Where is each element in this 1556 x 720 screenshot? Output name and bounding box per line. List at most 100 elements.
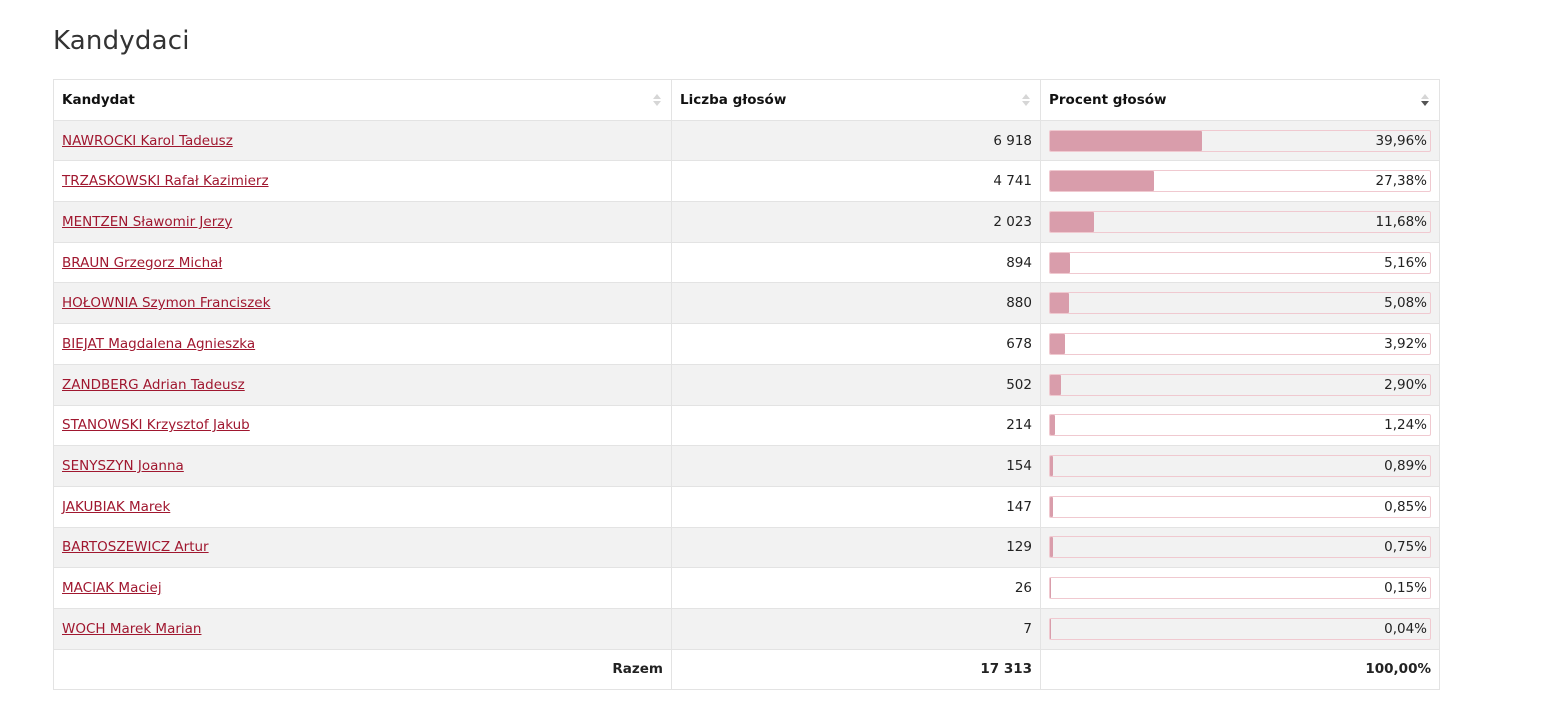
candidate-link[interactable]: WOCH Marek Marian bbox=[62, 620, 202, 637]
percent-bar: 3,92% bbox=[1049, 332, 1431, 355]
candidate-cell: TRZASKOWSKI Rafał Kazimierz bbox=[53, 160, 672, 203]
percent-bar-fill bbox=[1050, 618, 1051, 639]
candidate-cell: WOCH Marek Marian bbox=[53, 607, 672, 650]
percent-label: 11,68% bbox=[1375, 213, 1427, 230]
candidate-link[interactable]: HOŁOWNIA Szymon Franciszek bbox=[62, 295, 271, 312]
percent-bar: 5,16% bbox=[1049, 251, 1431, 274]
candidates-table: Kandydat Liczba głosów Procent głosów NA… bbox=[53, 79, 1440, 691]
candidate-cell: MENTZEN Sławomir Jerzy bbox=[53, 201, 672, 243]
candidate-link[interactable]: BARTOSZEWICZ Artur bbox=[62, 539, 209, 556]
percent-label: 0,04% bbox=[1384, 620, 1427, 637]
percent-cell: 0,04% bbox=[1040, 607, 1440, 650]
candidate-link[interactable]: MACIAK Maciej bbox=[62, 580, 162, 597]
percent-bar-fill bbox=[1050, 252, 1070, 273]
percent-cell: 0,85% bbox=[1040, 485, 1440, 528]
candidate-link[interactable]: JAKUBIAK Marek bbox=[62, 498, 171, 515]
candidate-cell: JAKUBIAK Marek bbox=[53, 485, 672, 528]
column-header-label: Procent głosów bbox=[1049, 91, 1167, 108]
candidate-cell: SENYSZYN Joanna bbox=[53, 445, 672, 487]
percent-cell: 11,68% bbox=[1040, 201, 1440, 243]
total-votes: 17 313 bbox=[671, 648, 1041, 691]
table-footer-row: Razem 17 313 100,00% bbox=[53, 648, 1440, 691]
percent-bar-fill bbox=[1050, 130, 1202, 151]
candidate-cell: HOŁOWNIA Szymon Franciszek bbox=[53, 282, 672, 325]
votes-cell: 4 741 bbox=[671, 160, 1041, 203]
percent-bar-fill bbox=[1050, 537, 1053, 558]
percent-bar: 2,90% bbox=[1049, 373, 1431, 396]
candidate-link[interactable]: BIEJAT Magdalena Agnieszka bbox=[62, 335, 256, 352]
votes-cell: 6 918 bbox=[671, 119, 1041, 162]
percent-cell: 5,08% bbox=[1040, 282, 1440, 325]
column-header-candidate[interactable]: Kandydat bbox=[53, 79, 672, 121]
votes-cell: 894 bbox=[671, 241, 1041, 284]
table-row: HOŁOWNIA Szymon Franciszek 880 5,08% bbox=[53, 282, 1440, 325]
percent-bar: 5,08% bbox=[1049, 292, 1431, 315]
percent-cell: 5,16% bbox=[1040, 241, 1440, 284]
candidate-cell: MACIAK Maciej bbox=[53, 567, 672, 609]
percent-label: 3,92% bbox=[1384, 335, 1427, 352]
percent-label: 27,38% bbox=[1375, 173, 1427, 190]
percent-cell: 2,90% bbox=[1040, 363, 1440, 406]
percent-label: 5,16% bbox=[1384, 254, 1427, 271]
percent-label: 0,75% bbox=[1384, 539, 1427, 556]
percent-bar-fill bbox=[1050, 496, 1054, 517]
table-row: TRZASKOWSKI Rafał Kazimierz 4 741 27,38% bbox=[53, 160, 1440, 203]
votes-cell: 2 023 bbox=[671, 201, 1041, 243]
votes-cell: 502 bbox=[671, 363, 1041, 406]
column-header-label: Kandydat bbox=[62, 91, 135, 108]
votes-cell: 129 bbox=[671, 526, 1041, 569]
percent-label: 2,90% bbox=[1384, 376, 1427, 393]
percent-cell: 39,96% bbox=[1040, 119, 1440, 162]
percent-cell: 1,24% bbox=[1040, 404, 1440, 447]
table-row: STANOWSKI Krzysztof Jakub 214 1,24% bbox=[53, 404, 1440, 447]
votes-cell: 154 bbox=[671, 445, 1041, 487]
candidate-link[interactable]: BRAUN Grzegorz Michał bbox=[62, 254, 223, 271]
sort-icon[interactable] bbox=[1022, 91, 1030, 109]
percent-bar-fill bbox=[1050, 456, 1054, 477]
votes-cell: 678 bbox=[671, 323, 1041, 365]
percent-bar-fill bbox=[1050, 333, 1065, 354]
percent-label: 0,89% bbox=[1384, 458, 1427, 475]
percent-bar: 0,85% bbox=[1049, 495, 1431, 518]
candidate-link[interactable]: TRZASKOWSKI Rafał Kazimierz bbox=[62, 173, 269, 190]
candidate-link[interactable]: SENYSZYN Joanna bbox=[62, 458, 184, 475]
table-row: JAKUBIAK Marek 147 0,85% bbox=[53, 485, 1440, 528]
candidate-link[interactable]: MENTZEN Sławomir Jerzy bbox=[62, 213, 233, 230]
table-row: BIEJAT Magdalena Agnieszka 678 3,92% bbox=[53, 323, 1440, 365]
percent-bar-fill bbox=[1050, 211, 1095, 232]
percent-label: 39,96% bbox=[1375, 132, 1427, 149]
percent-bar: 39,96% bbox=[1049, 129, 1431, 152]
votes-cell: 880 bbox=[671, 282, 1041, 325]
sort-icon[interactable] bbox=[653, 91, 661, 109]
percent-bar-fill bbox=[1050, 578, 1051, 599]
percent-label: 5,08% bbox=[1384, 295, 1427, 312]
percent-bar: 0,04% bbox=[1049, 617, 1431, 640]
table-row: WOCH Marek Marian 7 0,04% bbox=[53, 607, 1440, 650]
column-header-label: Liczba głosów bbox=[680, 91, 787, 108]
column-header-votes[interactable]: Liczba głosów bbox=[671, 79, 1041, 121]
candidate-link[interactable]: ZANDBERG Adrian Tadeusz bbox=[62, 376, 245, 393]
candidate-link[interactable]: NAWROCKI Karol Tadeusz bbox=[62, 132, 233, 149]
percent-label: 0,15% bbox=[1384, 580, 1427, 597]
table-header-row: Kandydat Liczba głosów Procent głosów bbox=[53, 79, 1440, 121]
total-percent: 100,00% bbox=[1040, 648, 1440, 691]
table-row: MENTZEN Sławomir Jerzy 2 023 11,68% bbox=[53, 201, 1440, 243]
votes-cell: 26 bbox=[671, 567, 1041, 609]
candidate-cell: BRAUN Grzegorz Michał bbox=[53, 241, 672, 284]
table-row: NAWROCKI Karol Tadeusz 6 918 39,96% bbox=[53, 119, 1440, 162]
percent-bar-fill bbox=[1050, 293, 1070, 314]
sort-desc-icon[interactable] bbox=[1421, 91, 1429, 109]
votes-cell: 214 bbox=[671, 404, 1041, 447]
percent-bar-fill bbox=[1050, 374, 1062, 395]
percent-bar: 0,15% bbox=[1049, 577, 1431, 600]
percent-bar: 0,75% bbox=[1049, 536, 1431, 559]
percent-cell: 3,92% bbox=[1040, 323, 1440, 365]
votes-cell: 7 bbox=[671, 607, 1041, 650]
percent-bar: 11,68% bbox=[1049, 210, 1431, 233]
percent-bar: 27,38% bbox=[1049, 170, 1431, 193]
candidate-link[interactable]: STANOWSKI Krzysztof Jakub bbox=[62, 417, 250, 434]
table-row: MACIAK Maciej 26 0,15% bbox=[53, 567, 1440, 609]
candidate-cell: ZANDBERG Adrian Tadeusz bbox=[53, 363, 672, 406]
column-header-percent[interactable]: Procent głosów bbox=[1040, 79, 1440, 121]
percent-bar-fill bbox=[1050, 415, 1055, 436]
